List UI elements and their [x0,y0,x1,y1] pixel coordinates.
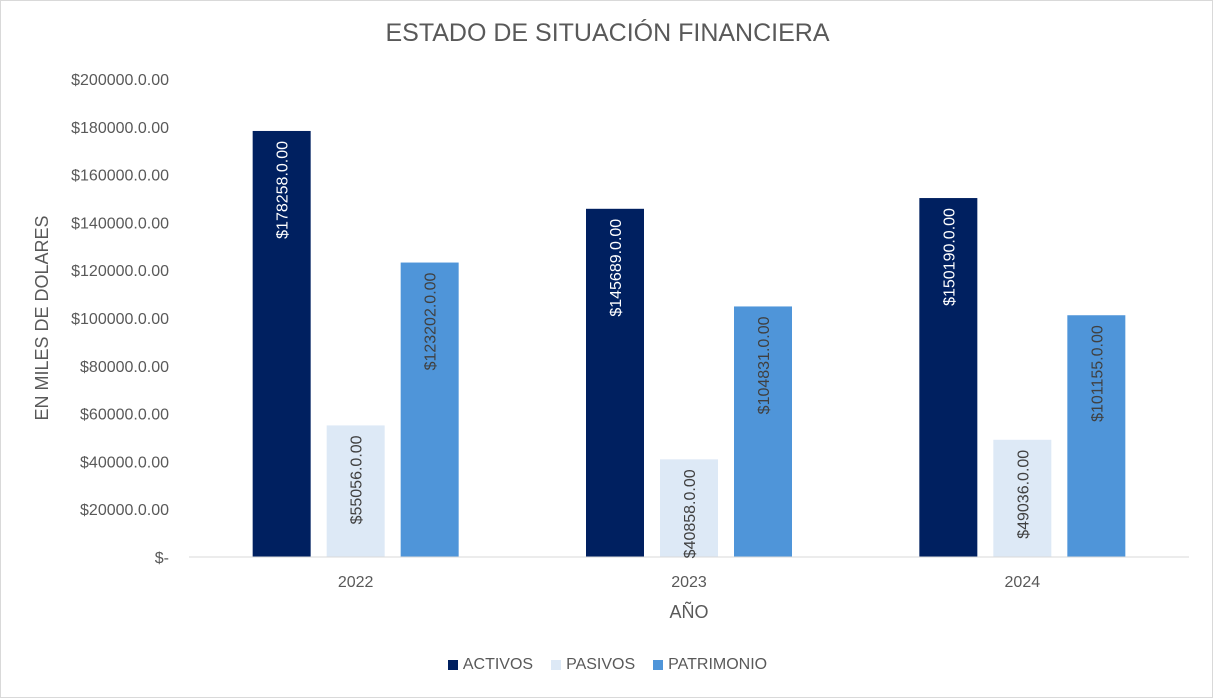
data-label: $104831.0.00 [756,316,773,414]
y-tick-label: $60000.0.00 [80,407,169,424]
bar-activos-2022 [252,130,311,557]
bar-patrimonio-2022 [400,262,459,557]
legend-label: PATRIMONIO [668,656,768,673]
data-label: $123202.0.00 [423,272,440,370]
data-label: $55056.0.00 [349,435,366,524]
y-axis-title: EN MILES DE DOLARES [32,215,52,420]
data-label: $49036.0.00 [1015,450,1032,539]
x-tick-label: 2024 [1005,574,1041,591]
y-tick-label: $200000.0.00 [71,72,169,89]
bar-activos-2024 [919,198,978,557]
x-tick-label: 2023 [671,574,707,591]
bar-pasivos-2024 [993,439,1052,557]
y-axis-ticks: $- $20000.0.00 $40000.0.00 $60000.0.00 $8000… [71,72,169,567]
y-tick-label: $180000.0.00 [71,120,169,137]
data-label: $178258.0.00 [275,141,292,239]
y-tick-label: $160000.0.00 [71,168,169,185]
y-tick-label: $20000.0.00 [80,502,169,519]
x-tick-label: 2022 [338,574,374,591]
y-tick-label: $100000.0.00 [71,311,169,328]
legend-item-activos: ACTIVOS [447,656,534,674]
legend: ACTIVOS PASIVOS PATRIMONIO [1,656,1213,674]
data-labels: $178258.0.00 $55056.0.00 $123202.0.00 $1456… [275,141,1107,558]
y-tick-label: $80000.0.00 [80,359,169,376]
data-label: $145689.0.00 [608,219,625,317]
legend-swatch [551,660,562,670]
data-label: $40858.0.00 [682,469,699,558]
chart-title: ESTADO DE SITUACIÓN FINANCIERA [385,19,830,47]
bar-pasivos-2022 [326,425,385,557]
bar-patrimonio-2023 [734,306,792,557]
y-tick-label: $- [155,550,169,567]
legend-label: ACTIVOS [462,656,534,673]
legend-item-pasivos: PASIVOS [551,656,635,674]
x-axis-ticks: 2022 2023 2024 [338,574,1040,591]
legend-swatch [653,660,664,670]
y-tick-label: $140000.0.00 [71,215,169,232]
legend-swatch [447,660,458,670]
y-tick-label: $120000.0.00 [71,263,169,280]
x-axis-title: AÑO [669,601,708,622]
legend-item-patrimonio: PATRIMONIO [653,656,767,674]
bar-activos-2023 [586,208,644,557]
data-label: $101155.0.00 [1089,325,1106,422]
legend-label: PASIVOS [566,656,636,673]
data-label: $150190.0.00 [941,208,958,306]
bars [252,130,1126,557]
y-tick-label: $40000.0.00 [80,454,169,471]
bar-pasivos-2023 [660,459,718,557]
bar-patrimonio-2024 [1067,315,1126,557]
